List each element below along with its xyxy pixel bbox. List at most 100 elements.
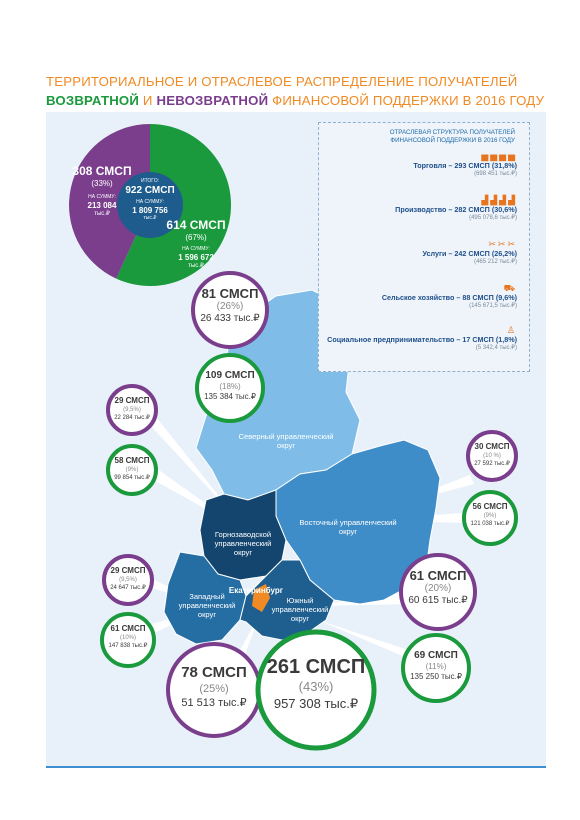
pie-green-sum-unit: тыс.₽	[188, 263, 204, 269]
circle-text-east-purple: 30 СМСП (10 %) 27 592 тыс.₽	[470, 442, 514, 468]
sector-services-label: Услуги – 242 СМСП (26,2%)	[422, 249, 517, 258]
circle-gorno-green	[106, 444, 158, 496]
pie-green-label: 614 СМСП (67%) НА СУММУ: 1 596 672 тыс.₽	[160, 218, 232, 270]
percent: (18%)	[219, 382, 241, 391]
circle-west-purple	[102, 554, 154, 606]
shop-icon: ▅▅▅▅	[481, 151, 517, 161]
circle-east-green	[462, 490, 518, 546]
count: 56 СМСП	[472, 502, 508, 511]
circle-text-west-purple: 29 СМСП (9,5%) 24 647 тыс.₽	[106, 566, 150, 592]
circle-west-green	[100, 612, 156, 668]
title-and: И	[139, 93, 157, 108]
title-nonreturnable: НЕВОЗВРАТНОЙ	[156, 93, 269, 108]
title-returnable: ВОЗВРАТНОЙ	[46, 93, 140, 108]
pie-purple-sum-unit: тыс.₽	[94, 211, 110, 217]
sector-services: ✂✂✂ Услуги – 242 СМСП (26,2%) (465 212 т…	[317, 239, 517, 266]
pie-center-sum-unit: тыс.₽	[143, 215, 157, 221]
pie-center-count: 922 СМСП	[125, 185, 175, 196]
circle-text-north-green: 109 СМСП (18%) 135 384 тыс.₽	[199, 370, 261, 402]
sum: 957 308 тыс.₽	[273, 696, 359, 711]
title-line2: ВОЗВРАТНОЙ И НЕВОЗВРАТНОЙ ФИНАНСОВОЙ ПОД…	[46, 91, 566, 110]
circle-south-purple	[399, 553, 477, 631]
percent: (9%)	[483, 513, 497, 519]
pie-purple-sum-label: НА СУММУ:	[88, 194, 116, 200]
sector-production: ▟▟▟▟ Производство – 282 СМСП (30,6%) (49…	[317, 195, 517, 222]
count: 29 СМСП	[114, 396, 150, 405]
count: 109 СМСП	[205, 370, 255, 381]
sector-agriculture-label: Сельское хозяйство – 88 СМСП (9,6%)	[381, 293, 517, 302]
region-label-west: Западный управленческий округ	[178, 592, 236, 619]
region-label-gorno: Горнозаводской управленческий округ	[214, 530, 272, 557]
sector-title: ОТРАСЛЕВАЯ СТРУКТУРА ПОЛУЧАТЕЛЕЙ ФИНАНСО…	[325, 129, 515, 145]
sector-social-sum: (5 342,4 тыс.₽)	[475, 345, 517, 351]
circle-city-green	[255, 629, 377, 751]
tractor-icon: ⛟	[503, 283, 517, 293]
count: 61 СМСП	[110, 624, 146, 633]
circle-text-gorno-purple: 29 СМСП (9,5%) 22 284 тыс.₽	[110, 396, 154, 422]
sum: 135 384 тыс.₽	[204, 392, 256, 401]
circle-text-south-purple: 61 СМСП (20%) 60 615 тыс.₽	[403, 568, 473, 607]
sector-trade: ▅▅▅▅ Торговля – 293 СМСП (31,8%) (698 45…	[317, 151, 517, 178]
pie-center-title: ИТОГО:	[140, 178, 160, 184]
count: 261 СМСП	[266, 656, 366, 678]
bottom-divider	[46, 766, 546, 768]
sector-production-sum: (495 078,6 тыс.₽)	[469, 215, 517, 221]
sum: 99 854 тыс.₽	[114, 475, 150, 481]
pie-purple-label: 308 СМСП (33%) НА СУММУ: 213 084 тыс.₽	[66, 164, 138, 218]
pie-slice-purple	[69, 124, 150, 279]
pie-green-percent: (67%)	[185, 233, 207, 242]
count: 78 СМСП	[181, 664, 247, 681]
circle-gorno-purple	[106, 384, 158, 436]
pie-center-sum-label: НА СУММУ:	[136, 199, 164, 205]
region-west	[163, 551, 247, 645]
sector-trade-label: Торговля – 293 СМСП (31,8%)	[413, 161, 517, 170]
pie-green-sum-label: НА СУММУ:	[182, 246, 210, 252]
count: 58 СМСП	[114, 456, 150, 465]
pie-green-sum-value: 1 596 672	[178, 253, 214, 262]
circle-text-north-purple: 81 СМСП (26%) 26 433 тыс.₽	[195, 286, 265, 325]
count: 30 СМСП	[474, 442, 510, 451]
circle-text-city-green: 261 СМСП (43%) 957 308 тыс.₽	[264, 656, 368, 712]
percent: (9%)	[125, 467, 139, 473]
title-rest: ФИНАНСОВОЙ ПОДДЕРЖКИ В 2016 ГОДУ	[268, 93, 545, 108]
region-label-city: Екатеринбург	[228, 586, 284, 595]
sum: 51 513 тыс.₽	[181, 697, 247, 709]
sum: 147 838 тыс.₽	[108, 643, 148, 649]
sum: 135 250 тыс.₽	[410, 672, 462, 681]
percent: (10%)	[119, 635, 136, 641]
sum: 22 284 тыс.₽	[114, 415, 150, 421]
tools-icon: ✂✂✂	[488, 239, 517, 249]
count: 81 СМСП	[201, 286, 259, 301]
sector-title-line1: ОТРАСЛЕВАЯ СТРУКТУРА ПОЛУЧАТЕЛЕЙ	[389, 129, 515, 136]
pie-center-sum-value: 1 809 756	[132, 206, 168, 215]
sector-agriculture-sum: (145 671,5 тыс.₽)	[469, 303, 517, 309]
circle-south-green	[401, 633, 471, 703]
sector-production-label: Производство – 282 СМСП (30,6%)	[395, 205, 517, 214]
circle-text-east-green: 56 СМСП (9%) 121 038 тыс.₽	[466, 502, 514, 528]
percent: (9,5%)	[119, 577, 137, 583]
sector-structure-box: ОТРАСЛЕВАЯ СТРУКТУРА ПОЛУЧАТЕЛЕЙ ФИНАНСО…	[318, 122, 530, 372]
page-title: ТЕРРИТОРИАЛЬНОЕ И ОТРАСЛЕВОЕ РАСПРЕДЕЛЕН…	[46, 72, 566, 110]
region-label-south: Южный управленческий округ	[271, 596, 329, 623]
circle-text-gorno-green: 58 СМСП (9%) 99 854 тыс.₽	[110, 456, 154, 482]
region-label-east: Восточный управленческий округ	[299, 518, 397, 536]
sector-title-line2: ФИНАНСОВОЙ ПОДДЕРЖКИ В 2016 ГОДУ	[390, 137, 515, 144]
pie-green-count: 614 СМСП	[166, 218, 226, 232]
sum: 27 592 тыс.₽	[474, 461, 510, 467]
sector-social-label: Социальное предпринимательство – 17 СМСП…	[327, 335, 517, 344]
count: 29 СМСП	[110, 566, 146, 575]
pie-purple-count: 308 СМСП	[72, 164, 132, 178]
sum: 60 615 тыс.₽	[408, 595, 468, 606]
sector-social: ♙ Социальное предпринимательство – 17 СМ…	[317, 325, 517, 352]
sum: 24 647 тыс.₽	[110, 585, 146, 591]
sector-trade-sum: (698 451 тыс.₽)	[474, 171, 517, 177]
connector-gorno-purple	[150, 417, 238, 520]
percent: (9,5%)	[123, 407, 141, 413]
count: 69 СМСП	[414, 650, 458, 661]
circle-north-green	[195, 353, 265, 423]
title-line1: ТЕРРИТОРИАЛЬНОЕ И ОТРАСЛЕВОЕ РАСПРЕДЕЛЕН…	[46, 74, 518, 89]
pie-purple-percent: (33%)	[91, 179, 113, 188]
sector-services-sum: (465 212 тыс.₽)	[474, 259, 517, 265]
region-city	[252, 584, 270, 612]
